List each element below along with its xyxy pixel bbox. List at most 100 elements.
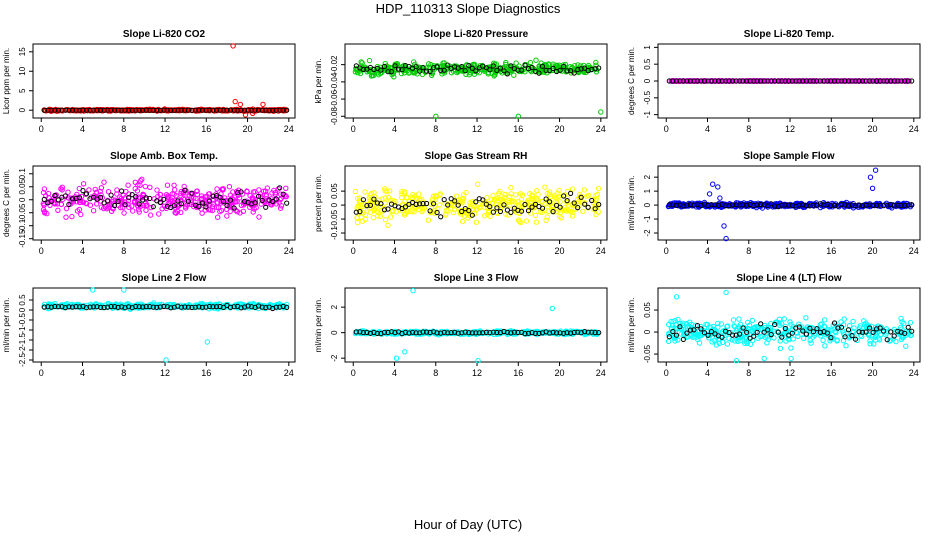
reference-point	[684, 202, 690, 208]
data-point	[783, 338, 789, 344]
reference-point	[831, 320, 838, 326]
reference-point	[203, 107, 209, 113]
reference-point	[905, 202, 911, 208]
reference-point	[733, 202, 739, 208]
reference-point	[737, 331, 743, 337]
panel-title: Slope Li-820 CO2	[123, 29, 206, 40]
reference-points	[666, 78, 915, 84]
reference-point	[196, 304, 202, 310]
data-point	[505, 212, 511, 218]
reference-point	[161, 107, 167, 113]
x-tick-label: 16	[513, 368, 523, 378]
reference-point	[870, 78, 876, 84]
data-point	[720, 329, 726, 335]
data-point	[45, 190, 52, 197]
reference-points	[666, 320, 915, 343]
reference-point	[775, 78, 781, 84]
data-point	[536, 63, 542, 69]
reference-point	[147, 304, 153, 310]
y-tick-label: -1.5	[18, 333, 27, 347]
outlier-point	[232, 98, 238, 105]
reference-point	[413, 64, 419, 70]
reference-point	[831, 202, 838, 208]
data-point	[850, 318, 856, 325]
reference-point	[402, 329, 409, 335]
reference-point	[895, 78, 901, 84]
data-point	[497, 206, 503, 212]
reference-point	[754, 202, 760, 208]
reference-point	[73, 304, 79, 310]
y-tick-label: 10	[18, 66, 27, 75]
data-point	[389, 71, 395, 78]
reference-point	[726, 78, 732, 84]
reference-point	[80, 188, 86, 194]
reference-point	[589, 66, 595, 73]
reference-point	[842, 202, 848, 208]
reference-point	[909, 78, 915, 84]
reference-point	[508, 63, 514, 69]
reference-point	[473, 199, 479, 205]
reference-point	[744, 202, 750, 208]
reference-point	[761, 78, 767, 84]
reference-point	[410, 329, 416, 335]
reference-point	[673, 332, 680, 338]
reference-point	[157, 199, 163, 205]
y-tick-label: -2	[18, 346, 27, 354]
reference-point	[814, 78, 820, 84]
reference-point	[388, 69, 395, 75]
reference-point	[831, 78, 838, 84]
reference-point	[768, 201, 774, 207]
data-point	[907, 319, 914, 326]
reference-point	[420, 65, 426, 71]
outlier-point	[869, 185, 876, 192]
reference-point	[192, 107, 198, 113]
data-point	[399, 188, 405, 195]
data-point	[557, 199, 563, 205]
reference-point	[59, 304, 65, 310]
data-point	[372, 199, 378, 205]
data-point	[80, 181, 87, 187]
data-point	[690, 334, 696, 341]
data-point	[484, 195, 490, 201]
reference-point	[438, 214, 444, 220]
outlier-point	[549, 305, 555, 312]
data-point	[129, 203, 135, 209]
data-point	[533, 219, 540, 225]
reference-point	[522, 62, 528, 68]
reference-point	[473, 330, 479, 336]
figure-x-label: Hour of Day (UTC)	[413, 517, 523, 532]
reference-point	[582, 329, 588, 335]
reference-point	[101, 304, 107, 311]
reference-point	[105, 304, 111, 310]
data-point	[899, 319, 905, 325]
reference-point	[856, 78, 862, 84]
y-axis-label: percent per min.	[314, 174, 323, 232]
reference-point	[881, 78, 887, 84]
data-point	[593, 196, 600, 202]
data-point	[219, 186, 225, 192]
reference-point	[480, 197, 486, 203]
reference-point	[518, 208, 525, 214]
x-tick-label: 12	[472, 368, 482, 378]
data-point	[142, 183, 149, 190]
data-point	[577, 191, 583, 198]
reference-point	[874, 202, 880, 208]
reference-point	[284, 304, 290, 310]
reference-point	[413, 330, 419, 336]
reference-point	[381, 329, 388, 335]
reference-point	[680, 78, 687, 84]
reference-point	[483, 201, 489, 207]
reference-point	[909, 328, 915, 334]
reference-point	[867, 78, 873, 84]
x-tick-label: 0	[664, 124, 669, 134]
reference-point	[817, 78, 824, 84]
reference-point	[698, 326, 704, 332]
data-point	[276, 199, 282, 206]
data-point	[687, 319, 693, 325]
reference-point	[427, 68, 433, 75]
reference-point	[256, 107, 262, 113]
reference-point	[52, 192, 58, 199]
reference-point	[413, 201, 419, 207]
outlier-point	[393, 355, 400, 361]
reference-point	[466, 208, 472, 214]
